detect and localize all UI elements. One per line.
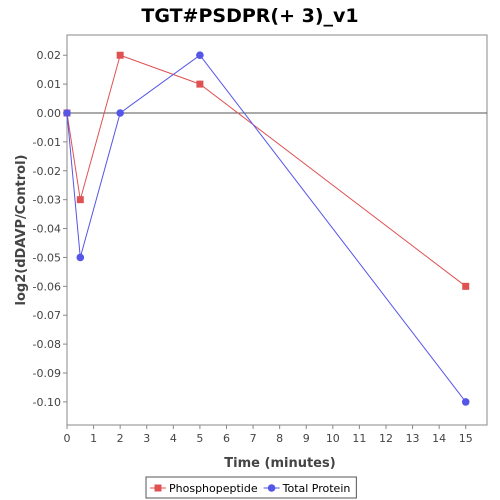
data-point-phosphopeptide <box>76 196 84 204</box>
y-tick-label: -0.06 <box>33 280 61 293</box>
data-point-total-protein <box>116 109 124 117</box>
y-tick-label: -0.08 <box>33 338 61 351</box>
x-tick-label: 11 <box>352 432 366 445</box>
y-tick-label: 0.02 <box>37 49 62 62</box>
x-tick-label: 4 <box>170 432 177 445</box>
y-tick-label: -0.05 <box>33 251 61 264</box>
x-tick-label: 12 <box>379 432 393 445</box>
data-point-total-protein <box>196 51 204 60</box>
legend-label-phosphopeptide: Phosphopeptide <box>169 482 258 495</box>
data-point-phosphopeptide <box>116 51 124 59</box>
x-axis-label: Time (minutes) <box>224 456 335 471</box>
y-tick-label: -0.02 <box>33 165 61 178</box>
x-tick-label: 0 <box>64 432 71 445</box>
data-point-total-protein <box>63 109 71 117</box>
y-axis-label: log2(dDAVP/Control) <box>14 155 29 306</box>
x-tick-label: 7 <box>250 432 257 445</box>
y-tick-label: -0.07 <box>33 309 61 322</box>
x-tick-label: 5 <box>196 432 203 445</box>
x-tick-label: 1 <box>90 432 97 445</box>
x-tick-label: 15 <box>459 432 473 445</box>
x-tick-label: 14 <box>432 432 446 445</box>
y-axis: 0.02 0.01 0.00 -0.01 -0.02 -0.03 -0.04 -0.05 -0.… <box>33 49 67 409</box>
data-point-total-protein <box>76 253 85 262</box>
y-tick-label: -0.04 <box>33 223 61 236</box>
y-tick-label: 0.01 <box>37 78 62 91</box>
x-tick-label: 2 <box>117 432 124 445</box>
data-point-total-protein <box>461 398 470 406</box>
series-group <box>63 51 470 406</box>
y-tick-label: -0.01 <box>33 136 61 149</box>
plot-area <box>66 34 488 426</box>
x-tick-label: 9 <box>303 432 310 445</box>
chart-title: TGT#PSDPR(+ 3)_v1 <box>141 5 358 27</box>
y-tick-label: -0.03 <box>33 194 61 207</box>
y-tick-label: -0.09 <box>33 367 61 380</box>
y-tick-label: 0.00 <box>37 107 62 120</box>
legend-marker-phosphopeptide <box>154 484 162 492</box>
x-tick-label: 8 <box>276 432 283 445</box>
legend-box <box>145 476 357 499</box>
x-tick-label: 3 <box>143 432 150 445</box>
x-tick-label: 10 <box>326 432 340 445</box>
x-axis: 0 1 2 3 4 5 6 7 8 9 10 11 12 13 14 15 <box>64 425 473 445</box>
legend-label-total-protein: Total Protein <box>282 482 351 495</box>
data-point-phosphopeptide <box>196 80 204 88</box>
x-tick-label: 6 <box>223 432 230 445</box>
data-point-phosphopeptide <box>462 282 470 290</box>
y-tick-label: -0.10 <box>33 396 61 409</box>
legend-marker-total-protein <box>267 484 276 492</box>
legend: Phosphopeptide Total Protein <box>145 476 357 499</box>
x-tick-label: 13 <box>406 432 420 445</box>
